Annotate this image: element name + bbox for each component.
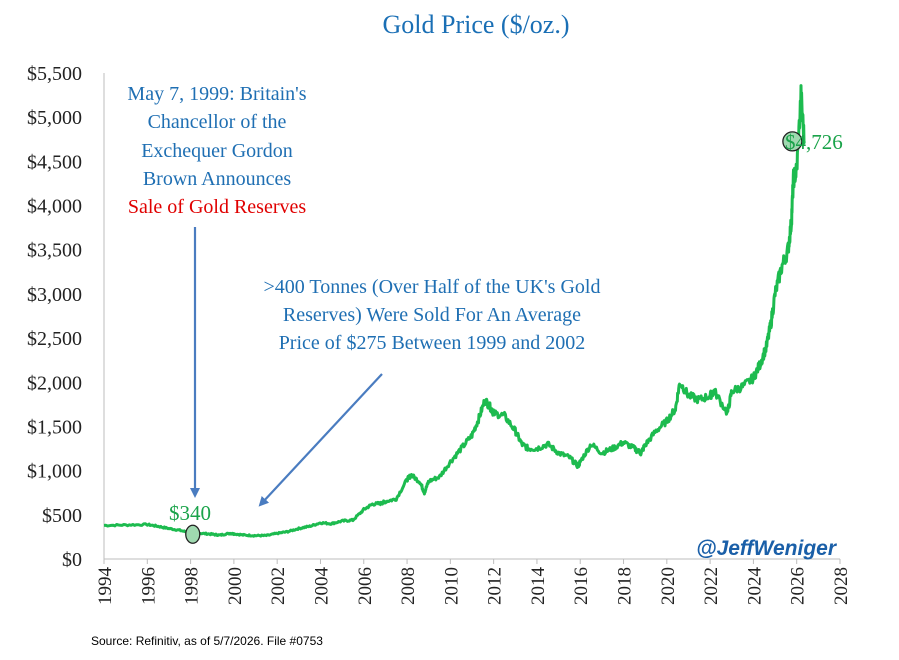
- x-tick-label: 2022: [701, 567, 722, 605]
- gold-price-line: [103, 84, 806, 538]
- x-tick-label: 2028: [831, 567, 852, 605]
- start-value-label: $340: [169, 501, 211, 525]
- tonnes-arrow: [258, 373, 383, 507]
- y-tick-label: $2,000: [27, 372, 82, 394]
- y-axis-ticks: $0 $500 $1,000 $1,500 $2,000 $2,500 $3,000 $3,5…: [27, 63, 82, 571]
- x-tick-label: 2006: [355, 567, 376, 605]
- x-tick-label: 2008: [398, 567, 419, 605]
- brown-annotation-line-1: May 7, 1999: Britain's: [127, 83, 306, 105]
- y-tick-label: $1,000: [27, 461, 82, 483]
- x-tick-label: 2010: [441, 567, 462, 605]
- x-tick-label: 2024: [744, 567, 765, 606]
- axes: [103, 73, 840, 560]
- x-tick-label: 2000: [225, 567, 246, 605]
- x-tick-label: 1994: [95, 567, 116, 606]
- chart-title: Gold Price ($/oz.): [382, 10, 569, 39]
- x-tick-label: 2026: [788, 567, 809, 605]
- author-handle: @JeffWeniger: [696, 537, 838, 560]
- brown-annotation-line-4: Brown Announces: [143, 168, 292, 190]
- y-tick-label: $3,000: [27, 284, 82, 306]
- y-tick-label: $4,500: [27, 151, 82, 173]
- y-tick-label: $5,000: [27, 107, 82, 129]
- tonnes-annotation-line-2: Reserves) Were Sold For An Average: [283, 304, 581, 326]
- brown-annotation-line-5: Sale of Gold Reserves: [128, 196, 307, 218]
- brown-annotation-line-2: Chancellor of the: [148, 111, 287, 133]
- series-group: [103, 84, 806, 538]
- marker-group: [185, 131, 803, 544]
- x-tick-label: 2018: [615, 567, 636, 605]
- y-tick-label: $5,500: [27, 63, 82, 85]
- x-tick-label: 2012: [485, 567, 506, 605]
- y-tick-label: $0: [62, 549, 82, 571]
- x-tick-label: 2002: [268, 567, 289, 605]
- tonnes-annotation: >400 Tonnes (Over Half of the UK's Gold …: [264, 276, 601, 354]
- x-tick-label: 1996: [138, 567, 159, 605]
- tonnes-annotation-line-3: Price of $275 Between 1999 and 2002: [279, 332, 586, 354]
- y-tick-label: $3,500: [27, 240, 82, 262]
- y-tick-label: $4,000: [27, 196, 82, 218]
- tonnes-annotation-line-1: >400 Tonnes (Over Half of the UK's Gold: [264, 276, 601, 298]
- brown-annotation: May 7, 1999: Britain's Chancellor of the…: [127, 83, 306, 218]
- source-note: Source: Refinitiv, as of 5/7/2026. File …: [91, 634, 323, 648]
- end-value-label: $4,726: [785, 130, 843, 154]
- x-tick-label: 2014: [528, 567, 549, 606]
- x-tick-label: 1998: [182, 567, 203, 605]
- end-marker: [782, 131, 803, 152]
- x-tick-label: 2020: [658, 567, 679, 605]
- y-tick-label: $500: [42, 505, 82, 527]
- brown-annotation-line-3: Exchequer Gordon: [141, 140, 293, 162]
- y-tick-label: $1,500: [27, 416, 82, 438]
- x-axis-ticks: 1994 1996 1998 2000 2002 2004 2006 2008 2010 2012…: [95, 559, 852, 605]
- x-tick-label: 2004: [311, 567, 332, 606]
- start-marker: [185, 524, 201, 544]
- x-tick-label: 2016: [571, 567, 592, 605]
- y-tick-label: $2,500: [27, 328, 82, 350]
